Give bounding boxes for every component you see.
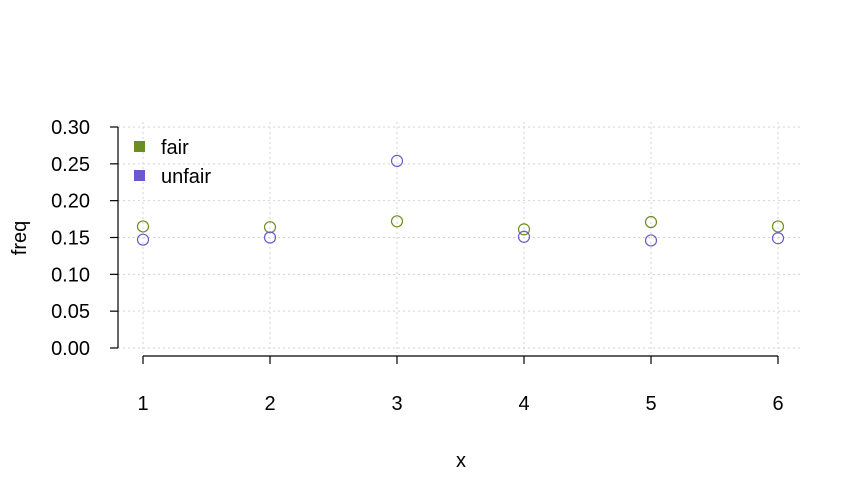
data-points	[136, 154, 785, 247]
x-tick-label: 6	[772, 393, 783, 415]
x-tick-label: 4	[518, 393, 529, 415]
point-fair-1	[136, 220, 150, 233]
x-axis: 1 2 3 4 5 6	[137, 355, 784, 415]
y-tick-label: 0.20	[51, 191, 90, 213]
legend-swatch-fair	[134, 141, 145, 152]
legend-label-unfair: unfair	[161, 166, 211, 188]
x-tick-label: 5	[645, 393, 656, 415]
point-unfair-2	[263, 231, 277, 244]
x-tick-label: 1	[137, 393, 148, 415]
point-fair-5	[644, 215, 658, 229]
point-unfair-6	[771, 232, 785, 245]
point-fair-3	[390, 215, 404, 228]
y-tick-label: 0.05	[51, 301, 90, 323]
y-tick-label: 0.30	[51, 117, 90, 139]
x-tick-label: 2	[264, 393, 275, 415]
point-unfair-5	[644, 234, 658, 247]
legend-swatch-unfair	[134, 170, 145, 181]
grid-lines	[118, 122, 803, 353]
point-unfair-3	[390, 154, 404, 167]
point-unfair-1	[136, 233, 150, 246]
y-axis-label: freq	[9, 221, 31, 255]
point-unfair-4	[517, 230, 531, 243]
point-fair-2	[263, 221, 277, 234]
point-fair-6	[771, 220, 785, 233]
legend: fair unfair	[134, 137, 211, 188]
y-tick-label: 0.25	[51, 154, 90, 176]
x-axis-label: x	[456, 450, 466, 472]
y-axis: 0.00 0.05 0.10 0.15 0.20 0.25 0.30	[51, 117, 119, 360]
y-tick-label: 0.15	[51, 228, 90, 250]
x-tick-label: 3	[391, 393, 402, 415]
y-tick-label: 0.10	[51, 264, 90, 286]
y-tick-label: 0.00	[51, 338, 90, 360]
legend-label-fair: fair	[161, 137, 189, 159]
point-fair-4	[517, 223, 531, 236]
